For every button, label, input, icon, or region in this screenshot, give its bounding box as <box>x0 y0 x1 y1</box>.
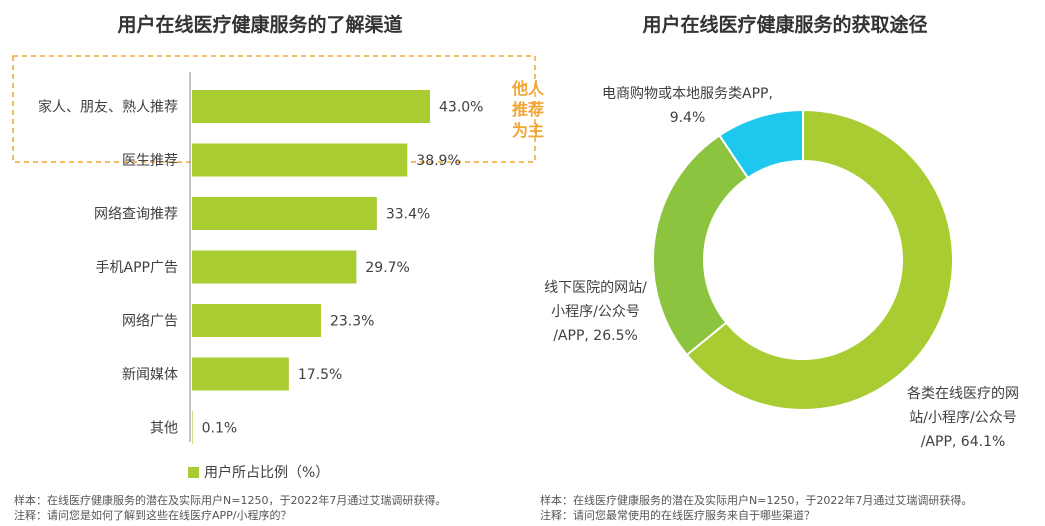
donut-slice <box>718 108 804 180</box>
value-label: 23.3% <box>330 314 374 330</box>
category-label: 网络广告 <box>122 314 178 330</box>
donut-chart <box>652 108 954 411</box>
donut-label-line: 小程序/公众号 <box>551 304 640 320</box>
donut-label-line: /APP, 26.5% <box>553 328 638 344</box>
bar <box>192 90 430 123</box>
category-label: 家人、朋友、熟人推荐 <box>38 99 178 116</box>
bar-annotation-line-1: 他人 <box>511 79 544 98</box>
left-sample-note: 样本：在线医疗健康服务的潜在及实际用户N=1250，于2022年7月通过艾瑞调研… <box>14 494 447 507</box>
bar-chart: 家人、朋友、熟人推荐 43.0% 医生推荐 38.9% 网络查询推荐 33.4% 手机APP… <box>12 55 536 444</box>
bar <box>192 357 289 391</box>
donut-slice <box>652 134 750 357</box>
donut-label-offline-hospitals: 线下医院的网站/ 小程序/公众号 /APP, 26.5% <box>523 276 668 348</box>
donut-label-line: 各类在线医疗的网 <box>907 386 1019 402</box>
right-question-note: 注释：请问您最常使用的在线医疗服务来自于哪些渠道？ <box>540 509 815 522</box>
value-label: 43.0% <box>439 100 483 116</box>
donut-label-line: 线下医院的网站/ <box>544 280 647 296</box>
category-label: 手机APP广告 <box>96 260 178 276</box>
donut-label-line: /APP, 64.1% <box>920 434 1006 450</box>
value-label: 0.1% <box>202 421 238 437</box>
donut-chart-title: 用户在线医疗健康服务的获取途径 <box>642 14 928 36</box>
left-question-note: 注释：请问您是如何了解到这些在线医疗APP/小程序的？ <box>14 509 292 522</box>
value-label: 29.7% <box>365 260 409 276</box>
category-label: 医生推荐 <box>122 153 178 169</box>
bar <box>192 304 321 337</box>
bar <box>192 143 408 177</box>
legend-label: 用户所占比例（%） <box>204 465 330 481</box>
bar <box>192 411 193 444</box>
donut-label-line: 电商购物或本地服务类APP, <box>602 86 773 102</box>
category-label: 新闻媒体 <box>122 367 178 383</box>
bar <box>192 197 377 230</box>
donut-slice <box>685 108 954 411</box>
value-label: 33.4% <box>386 207 430 223</box>
bar-annotation: 他人 推荐 为主 <box>510 78 546 141</box>
category-label: 网络查询推荐 <box>94 207 178 223</box>
donut-label-line: 站/小程序/公众号 <box>909 410 1017 426</box>
bar-annotation-line-3: 为主 <box>511 121 544 140</box>
donut-label-online-platforms: 各类在线医疗的网 站/小程序/公众号 /APP, 64.1% <box>888 382 1038 454</box>
category-label: 其他 <box>150 421 178 437</box>
value-label: 17.5% <box>298 367 342 383</box>
bar-legend: 用户所占比例（%） <box>188 462 329 482</box>
bar <box>192 250 357 284</box>
bar-annotation-line-2: 推荐 <box>511 100 544 119</box>
legend-swatch <box>188 466 199 478</box>
bar-chart-title: 用户在线医疗健康服务的了解渠道 <box>117 14 403 36</box>
donut-label-line: 9.4% <box>669 110 706 126</box>
highlight-box <box>12 55 536 163</box>
donut-label-ecommerce: 电商购物或本地服务类APP, 9.4% <box>570 82 805 130</box>
right-sample-note: 样本：在线医疗健康服务的潜在及实际用户N=1250，于2022年7月通过艾瑞调研… <box>540 494 973 507</box>
value-label: 38.9% <box>416 153 460 169</box>
